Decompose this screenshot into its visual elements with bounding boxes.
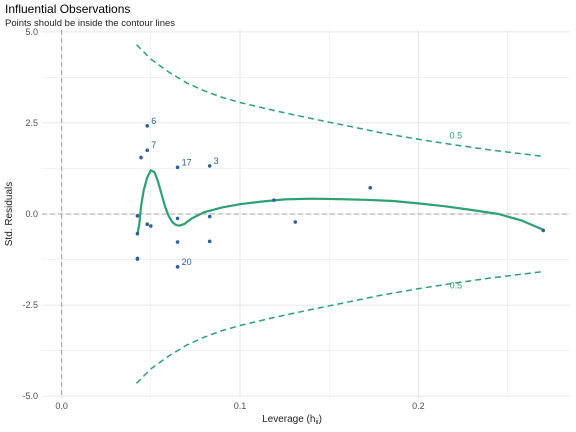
data-point bbox=[207, 164, 212, 168]
data-point bbox=[135, 231, 140, 236]
contour-lower bbox=[135, 270, 544, 384]
data-point bbox=[541, 228, 546, 233]
data-point bbox=[207, 239, 212, 244]
data-point bbox=[149, 224, 153, 228]
y-tick-label: -5.0 bbox=[22, 391, 38, 401]
point-label: 7 bbox=[151, 140, 156, 150]
chart-title: Influential Observations bbox=[5, 2, 130, 16]
data-point bbox=[175, 216, 180, 221]
axis-ticks: 0.0 0.1 0.2 5.0 2.5 0.0 -2.5 -5.0 bbox=[22, 27, 424, 411]
data-point bbox=[175, 165, 180, 170]
data-point bbox=[368, 185, 373, 190]
contour-upper bbox=[135, 44, 544, 158]
x-tick-label: 0.0 bbox=[55, 401, 68, 411]
x-axis-title-sub: ii bbox=[315, 419, 319, 426]
data-point bbox=[139, 155, 143, 160]
data-point bbox=[135, 257, 140, 261]
point-label: 6 bbox=[151, 116, 156, 126]
x-axis-title-close: ) bbox=[319, 414, 322, 425]
point-label: 3 bbox=[214, 156, 219, 166]
point-label: 20 bbox=[182, 257, 192, 267]
reference-lines bbox=[42, 30, 570, 398]
loess-line bbox=[136, 169, 544, 235]
point-labels: 6 7 17 20 3 bbox=[151, 116, 218, 267]
data-point bbox=[175, 265, 180, 269]
data-point bbox=[135, 214, 140, 218]
loess-curve bbox=[136, 169, 544, 235]
data-point bbox=[207, 214, 212, 219]
data-point bbox=[272, 198, 276, 202]
contour-lines: 0.5 0.5 bbox=[135, 44, 544, 384]
x-axis-title: Leverage (hii) bbox=[262, 414, 322, 426]
data-point bbox=[145, 222, 150, 227]
data-point bbox=[293, 220, 298, 224]
y-tick-label: 0.0 bbox=[25, 209, 38, 219]
data-points bbox=[135, 124, 546, 269]
data-point bbox=[145, 124, 150, 128]
x-tick-label: 0.2 bbox=[412, 401, 425, 411]
y-tick-label: -2.5 bbox=[22, 300, 38, 310]
data-point bbox=[175, 240, 180, 244]
chart-subtitle: Points should be inside the contour line… bbox=[5, 18, 175, 29]
y-tick-label: 2.5 bbox=[25, 118, 38, 128]
data-point bbox=[145, 148, 150, 153]
contour-label: 0.5 bbox=[450, 131, 463, 141]
y-tick-label: 5.0 bbox=[25, 27, 38, 37]
y-axis-title: Std. Residuals bbox=[4, 182, 15, 246]
x-axis-title-main: Leverage (h bbox=[262, 414, 315, 425]
contour-label: 0.5 bbox=[450, 281, 463, 291]
x-tick-label: 0.1 bbox=[234, 401, 247, 411]
point-label: 17 bbox=[182, 157, 192, 167]
